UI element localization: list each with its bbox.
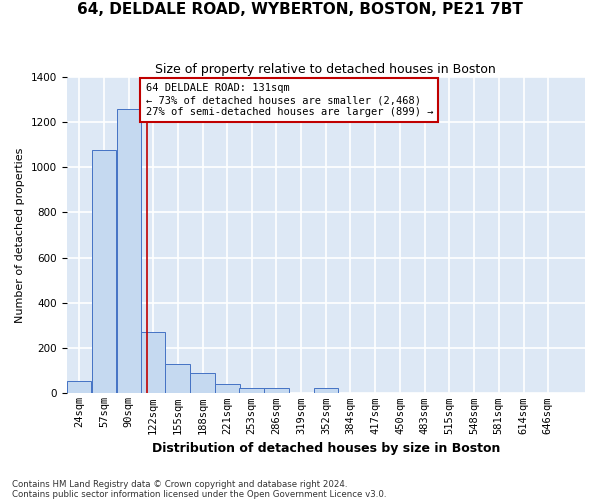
Text: Contains HM Land Registry data © Crown copyright and database right 2024.
Contai: Contains HM Land Registry data © Crown c… [12, 480, 386, 499]
Bar [116, 110, 141, 394]
X-axis label: Distribution of detached houses by size in Boston: Distribution of detached houses by size … [152, 442, 500, 455]
Title: Size of property relative to detached houses in Boston: Size of property relative to detached ho… [155, 62, 496, 76]
Bar [92, 150, 116, 394]
Bar [314, 388, 338, 394]
Text: 64, DELDALE ROAD, WYBERTON, BOSTON, PE21 7BT: 64, DELDALE ROAD, WYBERTON, BOSTON, PE21… [77, 2, 523, 18]
Bar [166, 364, 190, 394]
Bar [264, 388, 289, 394]
Bar [239, 388, 264, 394]
Text: 64 DELDALE ROAD: 131sqm
← 73% of detached houses are smaller (2,468)
27% of semi: 64 DELDALE ROAD: 131sqm ← 73% of detache… [146, 84, 433, 116]
Bar [67, 381, 91, 394]
Bar [140, 332, 165, 394]
Y-axis label: Number of detached properties: Number of detached properties [15, 148, 25, 322]
Bar [190, 373, 215, 394]
Bar [215, 384, 239, 394]
